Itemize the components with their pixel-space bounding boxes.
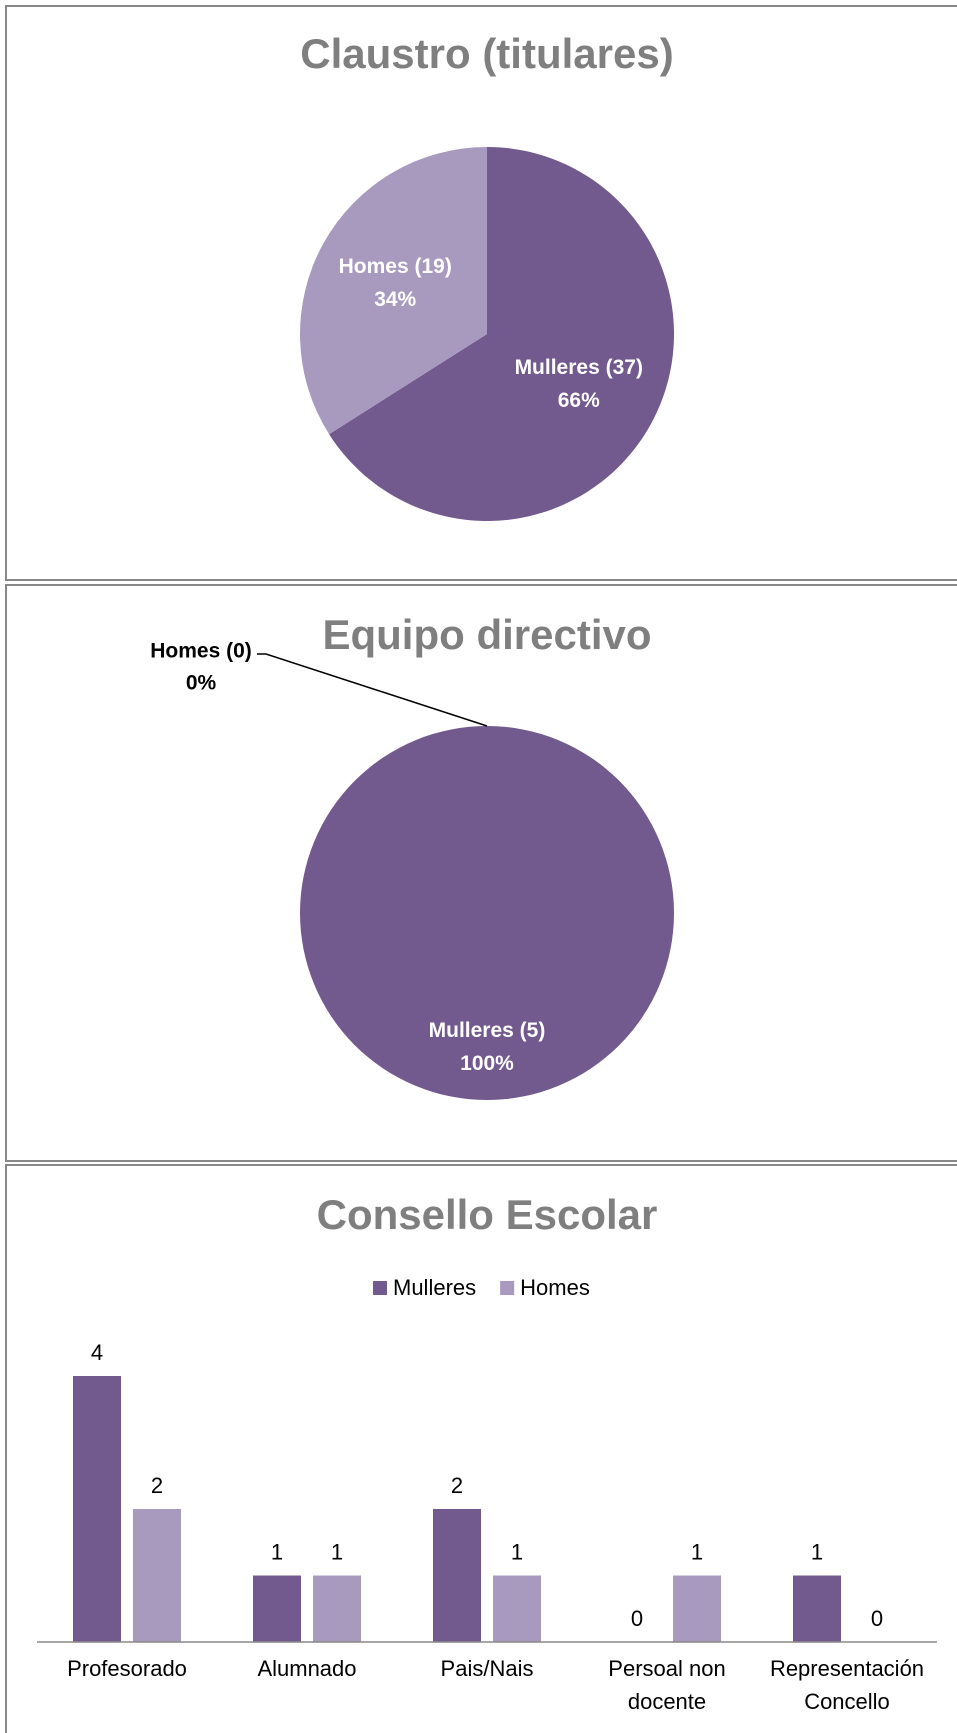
bar-value-label: 2 — [451, 1473, 463, 1498]
panel — [5, 1164, 957, 1733]
legend-label: Mulleres — [393, 1275, 476, 1300]
slice-value-label: 0% — [186, 672, 217, 695]
panel — [5, 5, 957, 581]
slice-label: Homes (0) — [150, 640, 252, 663]
x-tick-label: Alumnado — [257, 1656, 357, 1681]
bar — [433, 1509, 481, 1642]
chart-title: Consello Escolar — [317, 1191, 658, 1238]
bar-value-label: 4 — [91, 1340, 103, 1365]
bar — [673, 1575, 721, 1642]
x-tick-label: Pais/Nais — [440, 1656, 534, 1681]
x-tick-label: Persoal non docente — [608, 1656, 726, 1714]
bar — [253, 1575, 301, 1642]
bar — [493, 1575, 541, 1642]
slice-value-label: 66% — [558, 389, 600, 412]
bar-value-label: 1 — [271, 1539, 283, 1564]
chart-title: Equipo directivo — [322, 611, 651, 658]
chart-title: Claustro (titulares) — [300, 30, 673, 77]
slice-label: Homes (19) — [339, 255, 452, 278]
bar-value-label: 2 — [151, 1473, 163, 1498]
legend-swatch — [373, 1281, 387, 1295]
bar-value-label: 0 — [631, 1606, 643, 1631]
bar-value-label: 1 — [511, 1539, 523, 1564]
pie-slice — [300, 147, 487, 435]
bar-value-label: 0 — [871, 1606, 883, 1631]
bar — [313, 1575, 361, 1642]
slice-value-label: 100% — [460, 1052, 514, 1075]
bar-value-label: 1 — [331, 1539, 343, 1564]
x-tick-label: Representación Concello — [769, 1656, 925, 1714]
leader-line — [257, 653, 488, 727]
pie-slice — [329, 147, 674, 522]
legend-swatch — [500, 1281, 515, 1295]
slice-value-label: 34% — [374, 288, 416, 311]
bar — [73, 1376, 121, 1642]
bar-value-label: 1 — [691, 1539, 703, 1564]
bar — [793, 1575, 841, 1642]
slice-label: Mulleres (37) — [515, 356, 643, 379]
bar — [133, 1509, 181, 1642]
legend-label: Homes — [520, 1275, 590, 1300]
pie-slice — [300, 726, 674, 1100]
x-tick-label: Profesorado — [67, 1656, 187, 1681]
bar-value-label: 1 — [811, 1539, 823, 1564]
slice-label: Mulleres (5) — [429, 1019, 546, 1042]
panel — [5, 584, 957, 1162]
